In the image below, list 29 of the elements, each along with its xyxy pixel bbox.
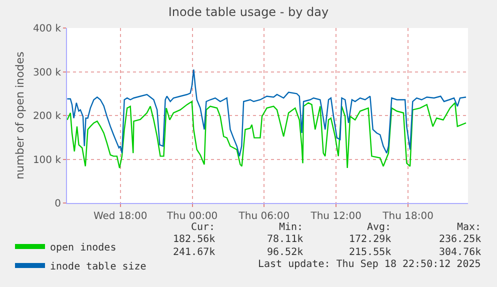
text: Last update: Thu Sep 18 22:50:12 2025 bbox=[258, 259, 481, 270]
legend-label: open inodes bbox=[50, 242, 116, 254]
y-tick-label: 300 k bbox=[32, 67, 62, 78]
text: Cur: bbox=[191, 222, 216, 233]
line-series bbox=[67, 68, 467, 157]
x-tick-label: Wed 18:00 bbox=[93, 211, 148, 222]
text: Avg: bbox=[367, 222, 392, 233]
text: 304.76k bbox=[439, 247, 482, 258]
y-tick-label: 0 bbox=[54, 198, 61, 210]
text: 96.52k bbox=[267, 247, 304, 258]
text: Max: bbox=[457, 222, 482, 233]
text: 241.67k bbox=[173, 247, 216, 258]
x-tick-label: Thu 18:00 bbox=[382, 211, 434, 222]
y-tick-label: 400 k bbox=[32, 24, 62, 34]
text: 236.25k bbox=[439, 234, 482, 245]
legend-label: inode table size bbox=[50, 261, 146, 272]
y-tick-label: 100 k bbox=[32, 154, 62, 166]
text: 215.55k bbox=[349, 247, 392, 258]
x-tick-label: Thu 12:00 bbox=[310, 211, 362, 222]
x-tick-label: Thu 00:00 bbox=[166, 211, 218, 222]
y-axis-title: number of open inodes bbox=[14, 51, 27, 180]
text: 182.56k bbox=[173, 234, 216, 245]
x-tick-label: Thu 06:00 bbox=[238, 211, 290, 222]
line-series bbox=[67, 100, 467, 169]
chart-title: Inode table usage - by day bbox=[168, 5, 329, 20]
text: 78.11k bbox=[267, 234, 304, 245]
y-tick-label: 200 k bbox=[32, 111, 62, 122]
text: Min: bbox=[279, 222, 304, 233]
text: 172.29k bbox=[349, 234, 392, 245]
